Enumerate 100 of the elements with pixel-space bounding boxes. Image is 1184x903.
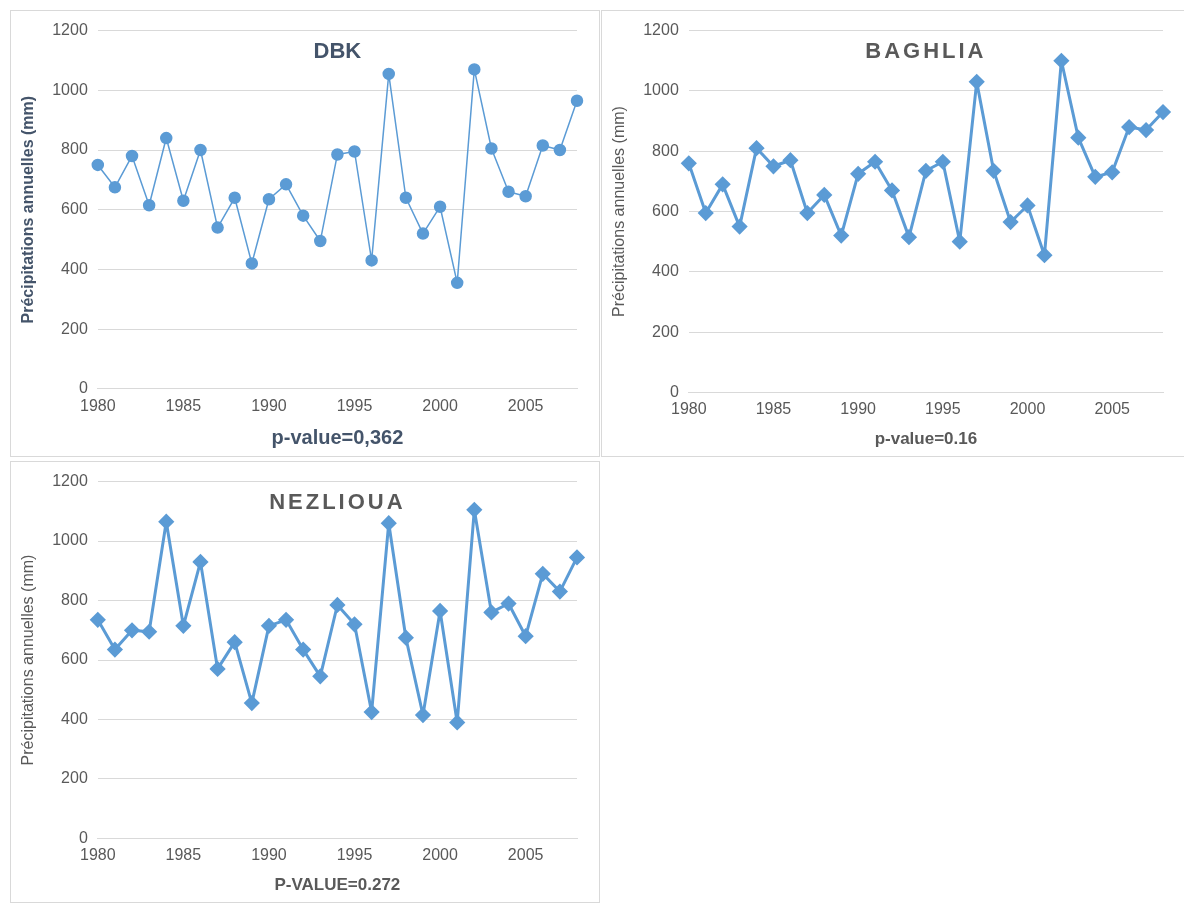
point (348, 145, 361, 158)
point (227, 634, 243, 650)
y-tick-label: 200 (61, 769, 88, 787)
point (262, 193, 276, 206)
y-tick-label: 200 (652, 322, 679, 340)
point (433, 200, 447, 213)
y-tick-label: 1200 (52, 21, 88, 39)
point (1155, 104, 1171, 120)
y-axis-title: Précipitations annuelles (mm) (19, 95, 37, 324)
y-axis-title: Précipitations annuelles (mm) (610, 106, 628, 317)
point (553, 143, 567, 157)
x-tick-label: 2000 (422, 396, 458, 414)
point (416, 227, 430, 240)
y-tick-label: 400 (61, 259, 88, 277)
point (715, 176, 731, 192)
point (382, 67, 395, 81)
point (1070, 130, 1086, 146)
point (160, 131, 173, 145)
point (518, 628, 534, 644)
y-tick-label: 0 (669, 382, 679, 400)
point (952, 234, 968, 250)
point (399, 191, 413, 205)
point (1104, 164, 1120, 180)
y-tick-label: 800 (61, 590, 88, 608)
chart-title: BAGHLIA (865, 37, 987, 63)
x-tick-label: 2005 (1094, 400, 1131, 418)
point (483, 604, 499, 620)
point (816, 187, 832, 203)
point (681, 155, 697, 171)
point (312, 668, 328, 684)
point (432, 603, 448, 619)
point (296, 209, 310, 222)
point (552, 584, 568, 600)
x-axis-title: P-VALUE=0.272 (274, 875, 401, 895)
point (1121, 119, 1137, 135)
point (782, 152, 798, 168)
point (398, 630, 414, 646)
point (749, 140, 765, 156)
x-tick-label: 1995 (336, 396, 373, 414)
point (1087, 169, 1103, 185)
point (108, 181, 122, 194)
point (177, 194, 190, 207)
x-tick-label: 1990 (840, 400, 877, 418)
point (175, 618, 191, 634)
x-tick-label: 2000 (1009, 400, 1046, 418)
point (295, 642, 311, 658)
point (331, 148, 344, 161)
point (466, 502, 482, 518)
x-tick-label: 1980 (80, 846, 116, 864)
point (364, 704, 380, 720)
point (935, 154, 951, 170)
y-tick-label: 600 (61, 650, 88, 668)
y-tick-label: 1000 (52, 531, 88, 549)
y-tick-label: 1200 (643, 21, 679, 39)
x-tick-label: 2005 (507, 846, 544, 864)
y-tick-label: 1000 (643, 81, 679, 99)
chart-title: NEZLIOUA (269, 488, 406, 514)
y-tick-label: 1200 (52, 472, 88, 490)
point (485, 142, 498, 155)
point (158, 514, 174, 530)
point (833, 228, 849, 244)
point (381, 515, 397, 531)
point (732, 219, 748, 235)
point (415, 707, 431, 723)
point (468, 63, 481, 76)
point (698, 205, 714, 221)
point (365, 254, 378, 267)
point (799, 205, 815, 221)
y-tick-label: 600 (652, 201, 679, 219)
point (450, 276, 464, 290)
point (279, 178, 293, 191)
point (884, 182, 900, 198)
x-tick-label: 1990 (251, 846, 287, 864)
x-tick-label: 2005 (507, 396, 544, 414)
point (765, 158, 781, 174)
point (570, 94, 584, 107)
point (245, 257, 259, 270)
point (228, 191, 241, 205)
point (347, 616, 363, 632)
x-tick-label: 1980 (671, 400, 707, 418)
point (850, 166, 866, 182)
point (90, 612, 106, 628)
point (1053, 53, 1069, 69)
point (901, 229, 917, 245)
point (194, 143, 207, 157)
point (449, 714, 465, 730)
y-tick-label: 800 (652, 141, 679, 159)
point (501, 596, 517, 612)
y-tick-label: 0 (78, 828, 88, 846)
point (1138, 122, 1154, 138)
point (314, 234, 327, 248)
x-tick-label: 1980 (80, 396, 116, 414)
y-tick-label: 800 (61, 140, 88, 158)
point (536, 139, 550, 152)
y-tick-label: 600 (61, 200, 88, 218)
point (124, 622, 140, 638)
x-tick-label: 1985 (755, 400, 792, 418)
point (107, 642, 123, 658)
point (192, 554, 208, 570)
point (125, 149, 139, 163)
